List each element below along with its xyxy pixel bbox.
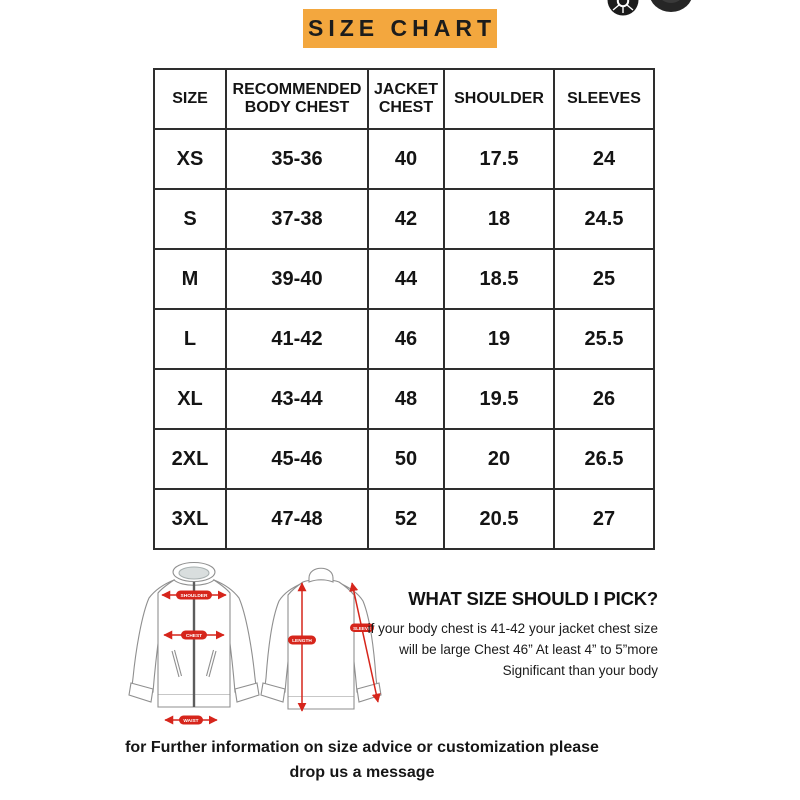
size-table: SIZE RECOMMENDED BODY CHEST JACKET CHEST SH…	[153, 68, 655, 550]
measurement-cell: 17.5	[443, 128, 555, 190]
size-cell: 2XL	[153, 428, 227, 490]
measurement-cell: 44	[367, 248, 445, 310]
measurement-cell: 37-38	[225, 188, 369, 250]
measurement-cell: 24.5	[553, 188, 655, 250]
measurement-cell: 20	[443, 428, 555, 490]
sleeve-measure-label: SLEEVE	[350, 623, 374, 632]
table-row: 2XL 45-46 50 20 26.5	[153, 428, 655, 490]
measurement-cell: 45-46	[225, 428, 369, 490]
measurement-cell: 42	[367, 188, 445, 250]
measurement-cell: 40	[367, 128, 445, 190]
measurement-cell: 18	[443, 188, 555, 250]
table-row: S 37-38 42 18 24.5	[153, 188, 655, 250]
length-measure-label: LENGTH	[288, 635, 316, 645]
svg-text:WAIST: WAIST	[183, 718, 198, 724]
page-title: SIZE CHART	[303, 9, 497, 48]
measurement-cell: 19	[443, 308, 555, 370]
size-guide-heading: WHAT SIZE SHOULD I PICK?	[408, 588, 658, 609]
measurement-cell: 20.5	[443, 488, 555, 550]
measurement-cell: 47-48	[225, 488, 369, 550]
measurement-cell: 27	[553, 488, 655, 550]
column-header: RECOMMENDED BODY CHEST	[225, 68, 369, 130]
table-row: XL 43-44 48 19.5 26	[153, 368, 655, 430]
size-cell: L	[153, 308, 227, 370]
size-table-head-row: SIZE RECOMMENDED BODY CHEST JACKET CHEST SH…	[153, 68, 655, 130]
size-cell: S	[153, 188, 227, 250]
jacket-measurement-diagram: SHOULDER CHEST WAIST	[128, 556, 396, 740]
jacket-back-drawing	[260, 567, 382, 710]
table-row: XS 35-36 40 17.5 24	[153, 128, 655, 190]
measurement-cell: 26.5	[553, 428, 655, 490]
size-cell: XS	[153, 128, 227, 190]
measurement-cell: 26	[553, 368, 655, 430]
measurement-cell: 41-42	[225, 308, 369, 370]
table-row: M 39-40 44 18.5 25	[153, 248, 655, 310]
svg-text:LENGTH: LENGTH	[292, 638, 312, 644]
wheel-spoked-icon	[607, 0, 639, 16]
measurement-cell: 35-36	[225, 128, 369, 190]
column-header: JACKET CHEST	[367, 68, 445, 130]
size-cell: M	[153, 248, 227, 310]
measurement-cell: 43-44	[225, 368, 369, 430]
back-measure-arrows	[297, 582, 381, 712]
footer-note: for Further information on size advice o…	[62, 735, 662, 785]
size-guide-line: if your body chest is 41-42 your jacket …	[367, 621, 658, 636]
measurement-cell: 48	[367, 368, 445, 430]
svg-text:SHOULDER: SHOULDER	[181, 593, 208, 599]
measurement-cell: 25.5	[553, 308, 655, 370]
svg-text:SLEEVE: SLEEVE	[353, 626, 371, 631]
size-cell: XL	[153, 368, 227, 430]
cropped-photo-corner	[598, 0, 718, 32]
footer-line: drop us a message	[289, 764, 435, 781]
size-guide-line: Significant than your body	[502, 663, 658, 678]
table-row: L 41-42 46 19 25.5	[153, 308, 655, 370]
size-guide-line: will be large Chest 46” At least 4” to 5…	[399, 642, 658, 657]
measurement-cell: 18.5	[443, 248, 555, 310]
measurement-cell: 52	[367, 488, 445, 550]
table-row: 3XL 47-48 52 20.5 27	[153, 488, 655, 550]
measurement-cell: 46	[367, 308, 445, 370]
size-guide: WHAT SIZE SHOULD I PICK? if your body ch…	[367, 588, 659, 681]
size-table-body: XS 35-36 40 17.5 24 S 37-38 42 18 24.5 M 39-40 44 18.…	[153, 128, 655, 550]
column-header: SHOULDER	[443, 68, 555, 130]
wheels-graphic	[607, 0, 692, 16]
measurement-cell: 25	[553, 248, 655, 310]
column-header: SIZE	[153, 68, 227, 130]
chest-measure-label: CHEST	[181, 630, 207, 640]
waist-measure-label: WAIST	[179, 715, 203, 725]
wheel-solid-icon	[650, 0, 692, 12]
measurement-cell: 19.5	[443, 368, 555, 430]
measurement-cell: 24	[553, 128, 655, 190]
footer-line: for Further information on size advice o…	[125, 739, 599, 756]
measurement-cell: 39-40	[225, 248, 369, 310]
column-header: SLEEVES	[553, 68, 655, 130]
svg-text:CHEST: CHEST	[186, 633, 202, 639]
shoulder-measure-label: SHOULDER	[176, 590, 212, 600]
size-cell: 3XL	[153, 488, 227, 550]
measurement-cell: 50	[367, 428, 445, 490]
